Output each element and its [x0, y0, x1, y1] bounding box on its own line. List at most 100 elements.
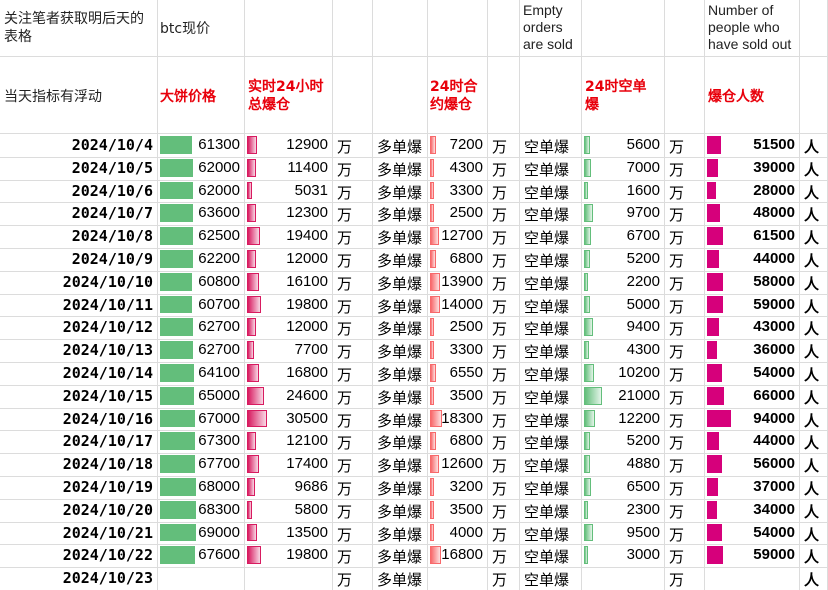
header-cell [0, 57, 158, 134]
table-cell: 多单爆 [373, 544, 428, 569]
cell-text: 万 [492, 320, 508, 339]
data-bar [707, 250, 720, 268]
table-cell: 万 [333, 293, 373, 318]
table-cell: 空单爆 [520, 407, 582, 432]
data-bar [584, 546, 589, 565]
cell-text: 万 [669, 502, 685, 521]
header-cell [373, 0, 428, 57]
table-cell: 人 [800, 293, 828, 318]
table-cell: 61300 [158, 134, 245, 158]
table-cell: 21000 [582, 384, 665, 409]
table-cell: 万 [488, 293, 520, 318]
cell-text: 67000 [198, 409, 240, 427]
cell-text: 万 [337, 274, 353, 293]
cell-text: 62000 [198, 181, 240, 199]
cell-text: 5800 [294, 500, 328, 518]
table-cell: 万 [333, 179, 373, 204]
table-cell: 2024/10/17 [0, 430, 158, 455]
cell-text: 12100 [286, 432, 328, 450]
table-cell: 多单爆 [373, 430, 428, 455]
table-cell: 6700 [582, 225, 665, 249]
table-cell: 64100 [158, 362, 245, 386]
cell-text: Number of people who have sold out [708, 2, 792, 52]
table-cell: 6500 [582, 476, 665, 500]
cell-text: 万 [669, 457, 685, 476]
table-cell: 11400 [245, 156, 333, 181]
cell-text: 60700 [198, 295, 240, 313]
cell-text: 万 [492, 434, 508, 453]
table-cell: 万 [488, 248, 520, 272]
table-cell: 万 [665, 567, 705, 590]
table-cell: 空单爆 [520, 430, 582, 455]
table-cell: 19800 [245, 544, 333, 569]
data-bar [430, 386, 434, 405]
cell-text: 万 [669, 183, 685, 202]
table-cell: 2024/10/12 [0, 316, 158, 341]
table-cell: 多单爆 [373, 270, 428, 295]
cell-text: 13500 [286, 523, 328, 541]
table-cell: 人 [800, 316, 828, 341]
data-bar [160, 478, 196, 496]
cell-text: 61300 [198, 136, 240, 153]
table-cell: 万 [333, 362, 373, 386]
table-cell: 万 [333, 156, 373, 181]
cell-text: 54000 [753, 364, 795, 381]
table-cell: 2024/10/5 [0, 156, 158, 181]
table-cell: 68000 [158, 476, 245, 500]
cell-text: 69000 [198, 523, 240, 541]
table-cell: 人 [800, 179, 828, 204]
data-bar [160, 181, 193, 200]
table-cell: 12700 [428, 225, 488, 249]
cell-text: 2024/10/6 [71, 181, 153, 200]
table-cell: 万 [488, 430, 520, 455]
data-bar [707, 386, 725, 405]
cell-text: 万 [337, 502, 353, 521]
cell-text: 多单爆 [377, 138, 423, 156]
data-bar [707, 500, 717, 519]
cell-text: 人 [804, 252, 820, 270]
table-cell: 67600 [158, 544, 245, 569]
table-cell: 万 [333, 498, 373, 523]
cell-text: 5200 [626, 432, 660, 450]
cell-text: 5031 [294, 181, 328, 199]
table-cell: 空单爆 [520, 316, 582, 341]
cell-text: 3500 [449, 500, 483, 518]
data-bar [430, 181, 434, 200]
table-cell: 2024/10/11 [0, 293, 158, 318]
cell-text: 空单爆 [524, 457, 570, 476]
table-cell: 2024/10/23 [0, 567, 158, 590]
table-cell: 9686 [245, 476, 333, 500]
cell-text: 万 [337, 571, 353, 590]
table-cell: 5200 [582, 248, 665, 272]
header-cell [705, 57, 800, 134]
cell-text: 万 [669, 206, 685, 225]
cell-text: 万 [337, 411, 353, 430]
table-cell: 多单爆 [373, 179, 428, 204]
cell-text: 67300 [198, 432, 240, 450]
cell-text: 19800 [286, 546, 328, 564]
cell-text: 万 [337, 388, 353, 407]
table-cell: 万 [488, 384, 520, 409]
cell-text: 3200 [449, 478, 483, 495]
cell-text: 多单爆 [377, 388, 423, 407]
data-bar [430, 546, 442, 565]
table-cell: 万 [488, 316, 520, 341]
cell-text: 48000 [753, 204, 795, 222]
data-bar [584, 204, 594, 223]
table-cell: 万 [665, 384, 705, 409]
data-bar [160, 432, 196, 451]
table-cell: 34000 [705, 498, 800, 523]
data-bar [430, 250, 436, 268]
header-cell [158, 0, 245, 57]
cell-text: 64100 [198, 364, 240, 381]
table-cell: 12100 [245, 430, 333, 455]
data-bar [430, 364, 436, 382]
table-cell: 多单爆 [373, 293, 428, 318]
table-cell: 空单爆 [520, 498, 582, 523]
cell-text: 万 [669, 297, 685, 316]
cell-text: 人 [804, 434, 820, 453]
data-bar [247, 546, 261, 565]
table-cell: 5200 [582, 430, 665, 455]
data-bar [160, 455, 196, 473]
table-cell: 67000 [158, 407, 245, 432]
